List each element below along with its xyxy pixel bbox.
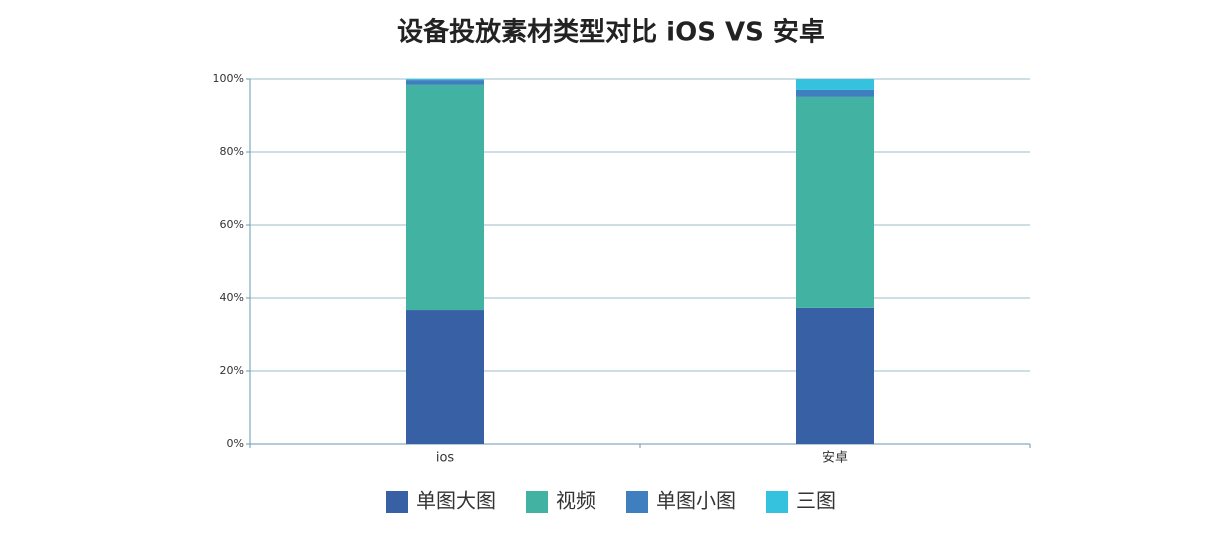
- y-tick-label: 40%: [220, 291, 244, 304]
- legend-swatch: [526, 491, 548, 513]
- y-tick-label: 20%: [220, 364, 244, 377]
- bar-segment: [796, 89, 874, 97]
- bar-segment: [406, 80, 484, 85]
- bar-segment: [406, 310, 484, 444]
- x-tick-label: ios: [436, 451, 455, 466]
- x-tick-label: 安卓: [822, 451, 848, 466]
- y-tick-label: 100%: [213, 72, 244, 85]
- legend-label: 单图大图: [416, 489, 496, 513]
- y-tick-label: 60%: [220, 218, 244, 231]
- legend-swatch: [386, 491, 408, 513]
- bar-segment: [796, 96, 874, 308]
- y-tick-label: 0%: [227, 437, 244, 450]
- bar-segment: [406, 79, 484, 81]
- legend-label: 视频: [556, 489, 596, 513]
- chart-title: 设备投放素材类型对比 iOS VS 安卓: [397, 17, 825, 48]
- legend-label: 单图小图: [656, 489, 736, 513]
- legend-swatch: [626, 491, 648, 513]
- bar-segment: [796, 79, 874, 90]
- legend-swatch: [766, 491, 788, 513]
- bar-segment: [406, 84, 484, 311]
- bar-segment: [796, 307, 874, 444]
- legend-label: 三图: [796, 489, 836, 513]
- y-tick-label: 80%: [220, 145, 244, 158]
